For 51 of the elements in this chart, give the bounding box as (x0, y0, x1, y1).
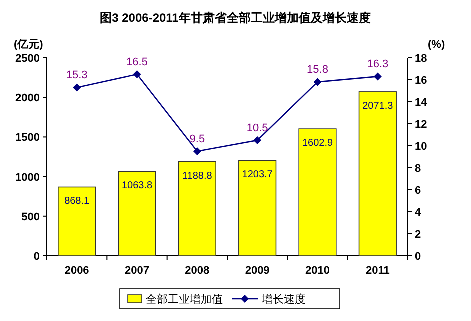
x-tick-label: 2010 (306, 265, 330, 277)
bar (298, 128, 337, 256)
y2-tick-label: 2 (415, 229, 422, 241)
data-label: 15.8 (307, 64, 328, 76)
bar (178, 161, 216, 256)
y2-tick-label: 10 (415, 141, 428, 153)
y-tick-label: 2500 (16, 53, 40, 65)
bar (58, 186, 96, 256)
y-tick-label: 2000 (16, 92, 40, 105)
bar (118, 171, 156, 256)
data-label: 868.1 (64, 196, 90, 208)
y-tick-label: 1500 (16, 132, 40, 144)
data-label: 1602.9 (302, 138, 334, 150)
x-tick-label: 2007 (125, 265, 150, 277)
y2-tick-label: 14 (415, 97, 428, 109)
y2-axis-title: (%) (428, 39, 446, 51)
data-label: 1203.7 (242, 170, 274, 181)
data-label: 10.5 (246, 122, 268, 134)
x-tick-label: 2009 (245, 265, 270, 277)
y2-tick-label: 8 (415, 163, 422, 175)
data-label: 16.3 (367, 58, 389, 71)
legend-label: 增长速度 (261, 293, 306, 306)
data-label: 9.5 (190, 134, 206, 146)
point (73, 84, 82, 92)
y2-tick-label: 12 (415, 119, 428, 131)
y2-tick-label: 0 (415, 251, 422, 263)
y2-tick-label: 4 (415, 207, 422, 219)
bar (238, 160, 277, 256)
x-tick-label: 2008 (185, 265, 210, 277)
data-label: 15.3 (66, 70, 88, 82)
y-tick-label: 500 (22, 211, 40, 224)
y-tick-label: 1000 (16, 172, 40, 184)
point (254, 136, 262, 144)
y2-tick-label: 6 (415, 185, 422, 197)
chart-title: 图3 2006-2011年甘肃省全部工业增加值及增长速度 (100, 11, 371, 25)
data-label: 1063.8 (122, 180, 153, 192)
data-label: 1188.8 (182, 170, 213, 182)
point (133, 70, 142, 78)
y-tick-label: 0 (34, 251, 40, 263)
x-tick-label: 2011 (366, 265, 390, 277)
legend-label: 全部工业增加值 (146, 293, 223, 306)
x-tick-label: 2006 (64, 265, 90, 277)
point (193, 148, 202, 156)
y2-tick-label: 16 (415, 75, 428, 87)
bar (358, 92, 397, 256)
point (374, 72, 382, 81)
data-label: 2071.3 (362, 100, 394, 112)
y2-tick-label: 18 (415, 53, 428, 65)
data-label: 16.5 (126, 56, 148, 68)
y-axis-title: (亿元) (14, 39, 44, 51)
point (314, 78, 322, 86)
